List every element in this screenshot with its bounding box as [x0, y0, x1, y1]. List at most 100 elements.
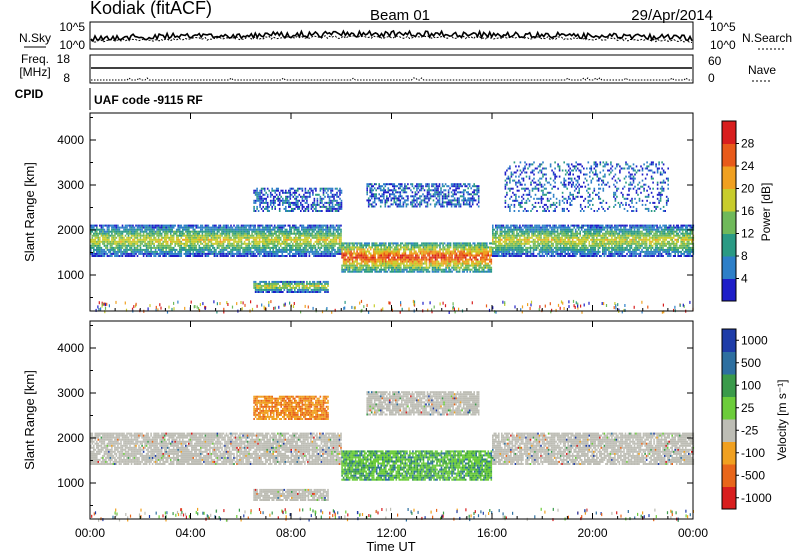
- data-cell: [166, 228, 169, 231]
- data-cell: [269, 240, 271, 243]
- data-cell: [257, 246, 259, 249]
- data-cell: [194, 240, 196, 243]
- data-cell: [626, 244, 628, 247]
- data-cell: [157, 252, 160, 255]
- data-cell: [437, 264, 440, 267]
- data-cell: [99, 236, 101, 239]
- data-cell: [600, 242, 603, 245]
- data-cell: [528, 226, 530, 229]
- data-cell: [564, 226, 566, 229]
- data-cell: [329, 250, 332, 253]
- data-cell: [189, 230, 192, 233]
- data-cell: [135, 252, 137, 255]
- data-cell: [233, 236, 235, 239]
- data-cell: [508, 236, 511, 239]
- nave-tick-top: 60: [708, 54, 722, 68]
- data-cell: [582, 242, 584, 245]
- data-cell: [454, 260, 456, 263]
- data-cell: [389, 270, 392, 273]
- data-cell: [558, 255, 560, 257]
- data-cell: [620, 244, 622, 247]
- data-cell: [612, 232, 615, 235]
- data-cell: [454, 266, 456, 269]
- data-cell: [219, 255, 222, 257]
- data-cell: [335, 236, 338, 239]
- data-cell: [556, 232, 559, 235]
- data-cell: [203, 250, 205, 253]
- data-cell: [422, 270, 425, 273]
- data-cell: [431, 266, 434, 269]
- data-cell: [437, 266, 440, 269]
- data-cell: [385, 264, 387, 267]
- data-cell: [278, 234, 280, 237]
- data-cell: [382, 258, 384, 261]
- data-cell: [617, 236, 619, 239]
- data-cell: [579, 248, 581, 251]
- data-cell: [602, 248, 604, 251]
- data-cell: [254, 246, 256, 249]
- data-cell: [415, 256, 417, 259]
- data-cell: [228, 230, 231, 233]
- data-cell: [175, 252, 178, 255]
- data-cell: [162, 255, 164, 257]
- data-cell: [254, 224, 256, 227]
- data-cell: [382, 254, 384, 257]
- data-cell: [577, 240, 580, 243]
- data-cell: [431, 268, 434, 271]
- data-cell: [496, 250, 499, 253]
- data-cell: [505, 232, 508, 235]
- data-cell: [114, 232, 116, 235]
- data-cell: [579, 246, 581, 249]
- data-cell: [365, 246, 367, 249]
- data-cell: [481, 244, 483, 247]
- data-cell: [467, 262, 470, 265]
- data-cell: [162, 244, 164, 247]
- data-cell: [162, 228, 164, 231]
- data-cell: [639, 238, 642, 241]
- data-cell: [154, 230, 157, 233]
- data-cell: [270, 240, 273, 243]
- data-cell: [382, 268, 384, 271]
- data-cell: [308, 250, 311, 253]
- data-cell: [508, 248, 511, 251]
- data-cell: [403, 262, 405, 265]
- data-cell: [466, 252, 468, 255]
- data-cell: [266, 236, 268, 239]
- data-cell: [159, 228, 161, 231]
- data-cell: [642, 226, 645, 229]
- data-cell: [461, 254, 464, 257]
- data-cell: [106, 230, 109, 233]
- data-cell: [513, 230, 515, 233]
- data-cell: [278, 224, 280, 227]
- data-cell: [289, 248, 291, 251]
- data-cell: [135, 250, 137, 253]
- data-cell: [319, 234, 321, 237]
- data-cell: [194, 255, 196, 257]
- data-cell: [618, 224, 621, 227]
- data-cell: [567, 252, 569, 255]
- data-cell: [442, 252, 444, 255]
- data-cell: [166, 232, 169, 235]
- data-cell: [169, 236, 172, 239]
- data-cell: [185, 240, 187, 243]
- data-cell: [177, 250, 179, 253]
- freq-label: Freq.: [21, 52, 49, 66]
- data-cell: [633, 236, 636, 239]
- data-cell: [188, 248, 190, 251]
- data-cell: [286, 250, 288, 253]
- data-cell: [145, 224, 148, 227]
- data-cell: [227, 230, 229, 233]
- data-cell: [516, 238, 518, 241]
- data-cell: [136, 226, 139, 229]
- data-cell: [617, 252, 619, 255]
- data-cell: [293, 228, 296, 231]
- data-cell: [154, 248, 157, 251]
- data-cell: [363, 256, 366, 259]
- data-cell: [216, 230, 219, 233]
- data-cell: [493, 246, 496, 249]
- data-cell: [457, 260, 459, 263]
- data-cell: [156, 226, 158, 229]
- data-cell: [502, 224, 505, 227]
- data-cell: [254, 232, 256, 235]
- data-cell: [410, 262, 413, 265]
